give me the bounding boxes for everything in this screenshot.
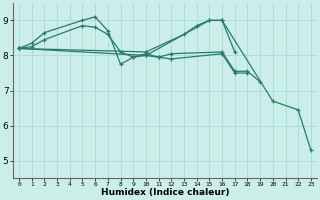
X-axis label: Humidex (Indice chaleur): Humidex (Indice chaleur): [101, 188, 229, 197]
